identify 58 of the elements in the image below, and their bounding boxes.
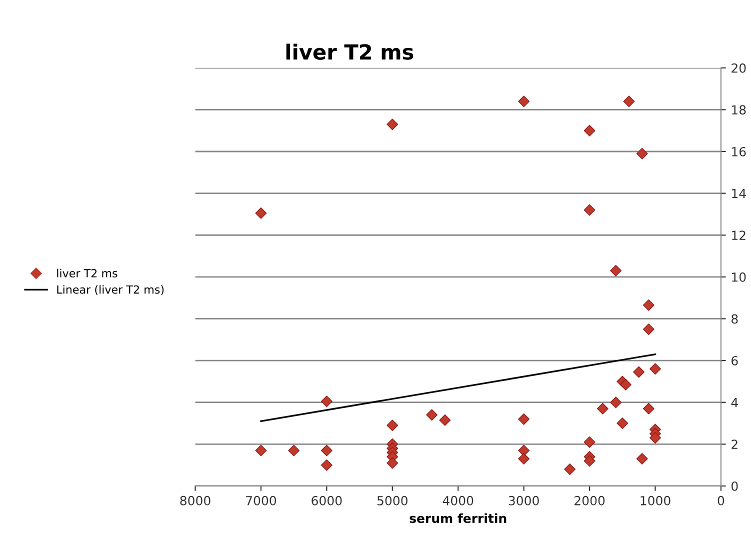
legend-label: liver T2 ms [57, 268, 118, 278]
point [642, 299, 654, 311]
point [386, 457, 398, 469]
point [616, 418, 628, 429]
x-tick-label: 4000 [442, 496, 474, 506]
point [650, 363, 661, 375]
x-tick-label: 5000 [377, 496, 408, 506]
chart-title: liver T2 ms [286, 44, 414, 60]
point [642, 323, 654, 335]
x-tick-label: 7000 [246, 496, 276, 506]
point [610, 264, 622, 276]
point [564, 464, 576, 475]
point [518, 453, 530, 465]
point [620, 378, 632, 390]
x-tick-label: 8000 [180, 496, 210, 506]
y-tick-label: 20 [732, 63, 746, 73]
y-tick-label: 0 [732, 481, 738, 491]
y-tick-label: 12 [732, 230, 746, 240]
point [636, 453, 648, 465]
y-tick-label: 18 [732, 105, 746, 115]
point [584, 455, 596, 467]
y-tick-label: 16 [732, 146, 746, 156]
x-tick-label: 3000 [508, 496, 539, 506]
y-tick-label: 6 [732, 356, 738, 366]
point [386, 118, 398, 130]
point [518, 444, 530, 456]
point [386, 420, 398, 432]
point [650, 432, 661, 444]
point [636, 148, 648, 160]
point [642, 402, 654, 414]
point [439, 414, 451, 426]
point [426, 409, 438, 421]
x-tick-label: 1000 [640, 496, 670, 506]
point [596, 402, 608, 414]
point [518, 96, 530, 108]
legend-label: Linear (liver T2 ms) [57, 285, 164, 296]
point [288, 444, 300, 456]
point [610, 396, 622, 408]
point [320, 444, 332, 456]
point [255, 207, 267, 219]
x-tick-label: 6000 [312, 496, 342, 506]
y-tick-label: 8 [732, 314, 738, 324]
point [518, 413, 530, 425]
point [584, 124, 596, 136]
x-tick-label: 0 [718, 496, 724, 506]
point [255, 444, 267, 456]
y-tick-label: 10 [732, 272, 746, 282]
y-tick-label: 2 [732, 440, 738, 449]
y-tick-label: 4 [731, 398, 738, 408]
point [584, 204, 596, 216]
x-axis-title: serum ferritin [410, 513, 506, 524]
y-tick-label: 14 [732, 188, 746, 198]
point [584, 436, 596, 448]
point [623, 96, 635, 108]
point [633, 366, 645, 378]
point [320, 396, 332, 408]
x-tick-label: 2000 [574, 496, 605, 506]
point [320, 459, 332, 471]
